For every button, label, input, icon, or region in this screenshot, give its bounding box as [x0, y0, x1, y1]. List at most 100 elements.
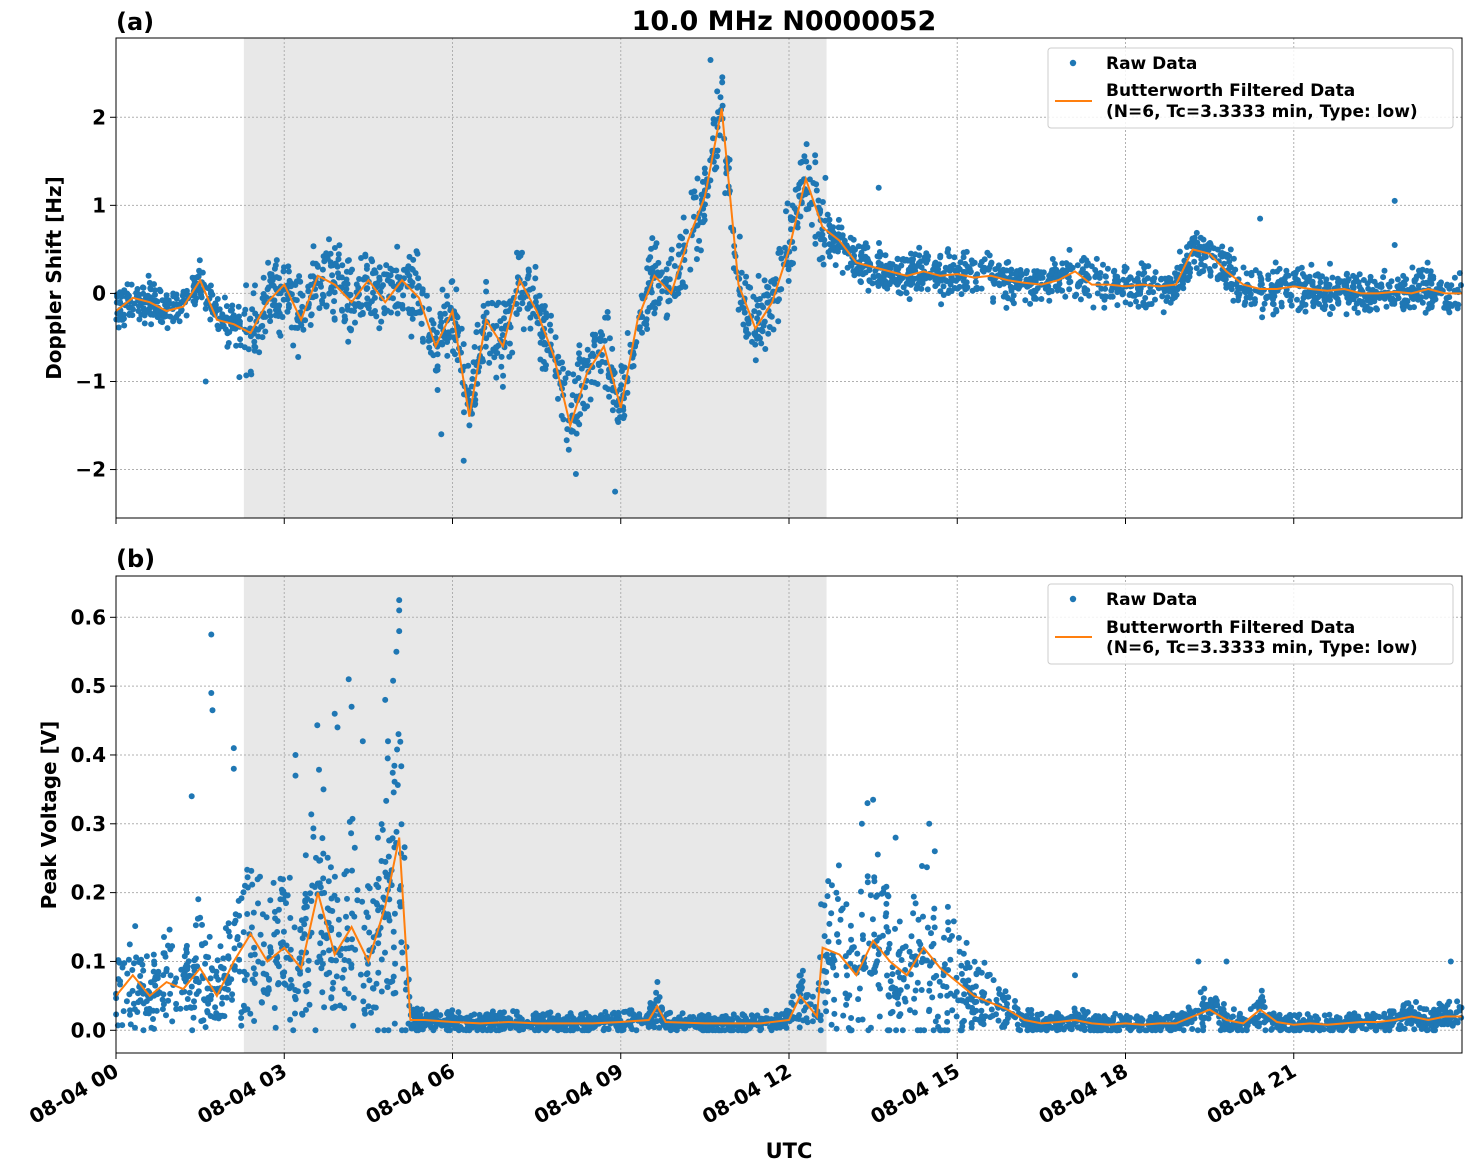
raw-data-point — [1380, 274, 1387, 281]
raw-data-point — [409, 315, 416, 322]
raw-data-point — [984, 249, 991, 256]
raw-data-point — [198, 291, 204, 298]
raw-data-point — [857, 278, 864, 285]
raw-data-point — [942, 264, 949, 271]
raw-data-point — [946, 936, 953, 943]
raw-data-point — [664, 312, 671, 319]
raw-data-point — [426, 344, 433, 351]
raw-data-point — [120, 311, 127, 318]
raw-data-point — [265, 284, 272, 291]
raw-data-point — [263, 971, 270, 978]
raw-data-point — [389, 978, 396, 985]
raw-data-point — [818, 901, 825, 908]
raw-data-point — [472, 400, 479, 407]
raw-data-point — [883, 910, 890, 917]
raw-data-point — [329, 1004, 336, 1011]
raw-data-point — [1278, 299, 1285, 306]
raw-data-point — [192, 955, 199, 962]
raw-data-point — [153, 1007, 160, 1014]
raw-data-point — [378, 821, 385, 828]
raw-data-point — [1293, 276, 1300, 283]
raw-data-point — [988, 259, 995, 266]
raw-data-point — [363, 909, 370, 916]
raw-data-point — [339, 974, 346, 981]
raw-data-point — [1311, 298, 1317, 304]
raw-data-point — [1235, 297, 1242, 304]
raw-data-point — [1003, 304, 1010, 311]
raw-data-point — [1084, 260, 1091, 267]
raw-data-point — [130, 306, 136, 313]
raw-data-point — [499, 383, 506, 390]
raw-data-point — [1341, 278, 1348, 285]
raw-data-point — [260, 291, 267, 297]
raw-data-point — [225, 928, 232, 935]
raw-data-point — [1079, 266, 1086, 273]
raw-data-point — [419, 288, 426, 295]
raw-data-point — [1202, 253, 1209, 260]
raw-data-point — [887, 978, 894, 985]
raw-data-point — [835, 862, 842, 869]
raw-data-point — [665, 1010, 672, 1017]
raw-data-point — [1413, 999, 1419, 1005]
raw-data-point — [1122, 299, 1129, 306]
raw-data-point — [909, 280, 916, 287]
raw-data-point — [736, 233, 743, 240]
raw-data-point — [1031, 268, 1038, 275]
raw-data-point — [1102, 273, 1109, 280]
panel-a-legend-raw: Raw Data — [1106, 54, 1197, 74]
raw-data-point — [717, 94, 724, 101]
raw-data-point — [1403, 297, 1410, 304]
raw-data-point — [752, 341, 759, 348]
raw-data-point — [344, 257, 351, 264]
raw-data-point — [474, 321, 481, 328]
raw-data-point — [275, 313, 282, 319]
raw-data-point — [238, 1015, 245, 1021]
raw-data-point — [803, 206, 810, 213]
raw-data-point — [884, 1027, 891, 1034]
raw-data-point — [301, 921, 308, 928]
raw-data-point — [499, 332, 506, 338]
raw-data-point — [1015, 1026, 1022, 1033]
raw-data-point — [923, 258, 930, 265]
raw-data-point — [186, 989, 193, 996]
raw-data-point — [1211, 262, 1218, 269]
raw-data-point — [463, 1027, 470, 1034]
raw-data-point — [331, 316, 338, 323]
raw-data-point — [144, 1007, 151, 1014]
raw-data-point — [524, 275, 531, 282]
raw-data-point — [345, 990, 352, 997]
raw-data-point — [968, 1020, 975, 1026]
raw-data-point — [309, 882, 316, 889]
raw-data-point — [714, 147, 721, 154]
raw-data-point — [198, 941, 205, 948]
raw-data-point — [785, 278, 792, 284]
raw-data-point — [244, 911, 251, 917]
raw-data-point — [161, 934, 167, 940]
raw-data-point — [710, 135, 716, 142]
raw-data-point — [1235, 1027, 1242, 1033]
raw-data-point — [894, 255, 901, 262]
raw-data-point — [916, 244, 923, 251]
raw-data-point — [150, 951, 157, 958]
raw-data-point — [323, 971, 330, 978]
raw-data-point — [446, 334, 452, 341]
raw-data-point — [934, 1013, 941, 1020]
raw-data-point — [1189, 1026, 1196, 1032]
raw-data-point — [359, 311, 366, 317]
raw-data-point — [483, 288, 490, 295]
raw-data-point — [1288, 302, 1295, 309]
raw-data-point — [269, 277, 276, 284]
raw-data-outlier — [1391, 242, 1398, 248]
raw-data-point — [215, 976, 222, 983]
raw-data-point — [229, 314, 236, 321]
raw-data-point — [787, 216, 794, 223]
raw-data-point — [825, 938, 832, 945]
raw-data-point — [229, 991, 236, 998]
raw-data-point — [287, 915, 294, 921]
raw-data-point — [498, 353, 505, 360]
raw-data-point — [1094, 290, 1101, 297]
raw-data-point — [1375, 1013, 1382, 1020]
raw-data-point — [207, 316, 214, 323]
raw-data-point — [953, 989, 960, 995]
